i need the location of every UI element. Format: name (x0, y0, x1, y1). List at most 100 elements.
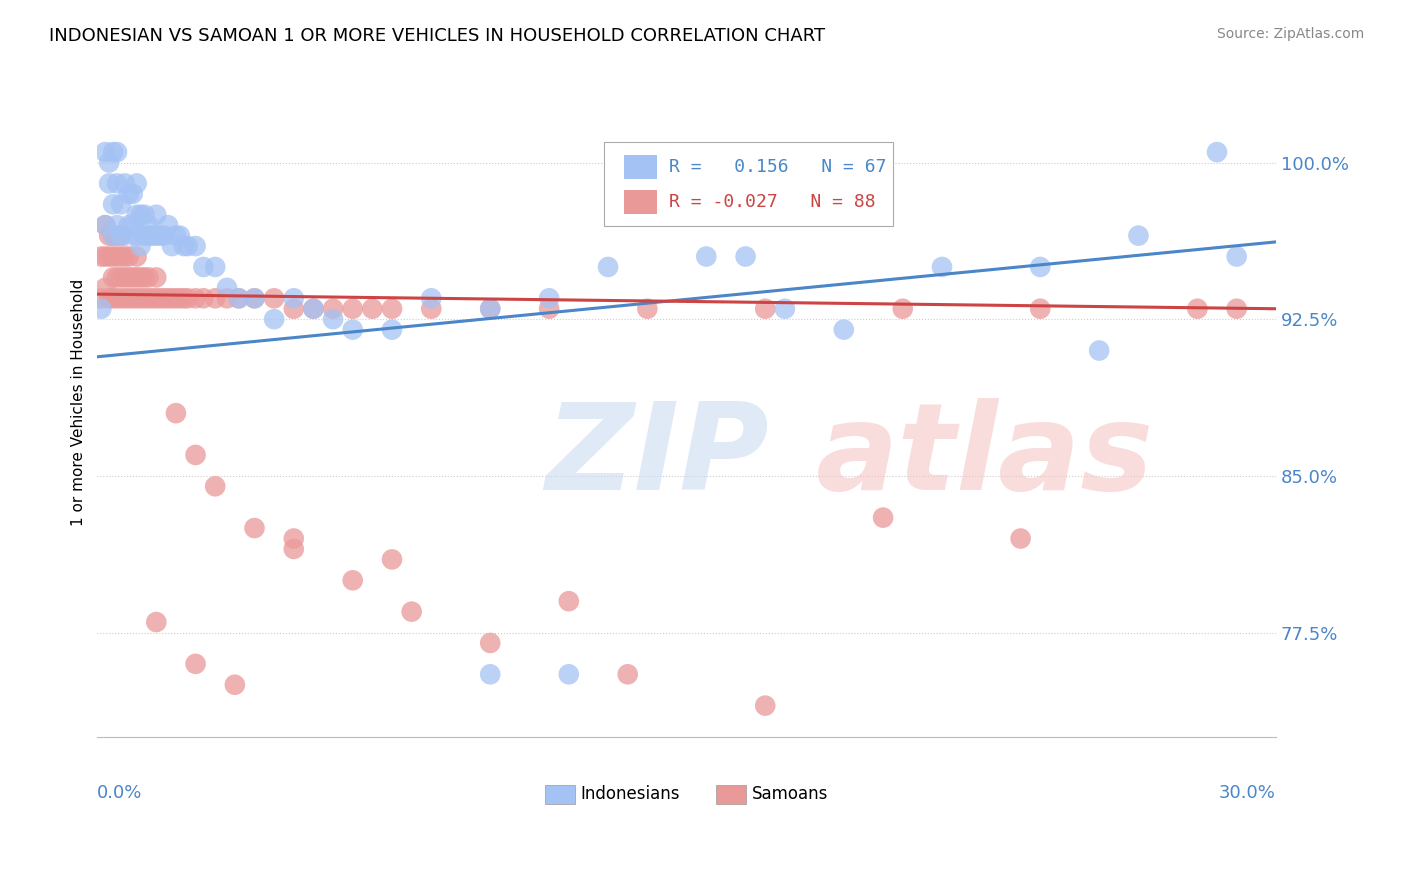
Point (145, 615, 167, 629)
Point (596, 260, 619, 274)
Point (1088, 343, 1111, 358)
Point (322, 301, 344, 316)
Point (153, 291, 176, 305)
Point (1029, 301, 1052, 316)
Point (121, 218, 143, 232)
Point (204, 291, 226, 305)
Point (121, 291, 143, 305)
Point (98, 250, 121, 264)
Point (138, 291, 160, 305)
Point (114, 291, 136, 305)
Text: R =   0.156   N = 67: R = 0.156 N = 67 (669, 158, 886, 176)
Point (228, 291, 250, 305)
Point (125, 270, 148, 285)
Point (121, 186, 143, 201)
Point (169, 291, 191, 305)
Point (149, 291, 172, 305)
Point (105, 270, 128, 285)
Point (381, 301, 404, 316)
Point (479, 301, 502, 316)
Point (157, 218, 180, 232)
Point (134, 270, 156, 285)
Point (134, 228, 156, 243)
Point (105, 218, 128, 232)
Point (145, 270, 167, 285)
Point (114, 177, 136, 191)
Point (872, 510, 894, 524)
Text: Samoans: Samoans (751, 785, 828, 803)
Point (401, 605, 423, 619)
Point (283, 541, 305, 556)
Text: 0.0%: 0.0% (97, 784, 143, 802)
Point (129, 270, 152, 285)
Point (134, 208, 156, 222)
Point (90, 250, 112, 264)
Point (302, 301, 325, 316)
Point (125, 208, 148, 222)
Point (479, 301, 502, 316)
Point (110, 228, 132, 243)
Point (110, 291, 132, 305)
Point (283, 291, 305, 305)
Point (636, 301, 658, 316)
Point (94, 281, 117, 295)
Point (94, 250, 117, 264)
Point (125, 177, 148, 191)
Point (215, 291, 238, 305)
Point (114, 270, 136, 285)
Y-axis label: 1 or more Vehicles in Household: 1 or more Vehicles in Household (72, 279, 86, 526)
Point (110, 270, 132, 285)
Point (616, 667, 638, 681)
Point (121, 270, 143, 285)
Point (110, 250, 132, 264)
Text: 30.0%: 30.0% (1219, 784, 1277, 802)
Point (160, 239, 183, 253)
Point (184, 291, 207, 305)
Bar (624, 190, 657, 214)
Point (773, 301, 796, 316)
Point (98, 228, 121, 243)
Point (891, 301, 914, 316)
Point (342, 301, 364, 316)
Point (118, 250, 141, 264)
Point (98, 291, 121, 305)
Point (381, 323, 404, 337)
Point (138, 270, 160, 285)
Point (129, 291, 152, 305)
Point (98, 155, 121, 169)
Point (734, 250, 756, 264)
Point (105, 291, 128, 305)
Point (243, 521, 266, 535)
Point (157, 291, 180, 305)
Point (173, 239, 195, 253)
Point (101, 228, 124, 243)
Point (1010, 532, 1032, 546)
Point (118, 186, 141, 201)
Point (193, 260, 215, 274)
Point (558, 667, 581, 681)
Point (1226, 301, 1249, 316)
Point (101, 270, 124, 285)
Point (342, 574, 364, 588)
Point (204, 260, 226, 274)
Point (118, 270, 141, 285)
Point (105, 177, 128, 191)
Point (101, 145, 124, 159)
Point (101, 250, 124, 264)
Point (479, 667, 502, 681)
Point (302, 301, 325, 316)
Point (145, 228, 167, 243)
Point (420, 301, 443, 316)
Point (153, 228, 176, 243)
Point (263, 312, 285, 326)
Point (283, 532, 305, 546)
Point (558, 594, 581, 608)
Point (283, 301, 305, 316)
Bar (716, 785, 745, 804)
Text: R = -0.027   N = 88: R = -0.027 N = 88 (669, 193, 876, 211)
Point (145, 208, 167, 222)
Bar (546, 785, 575, 804)
Point (204, 479, 226, 493)
Point (110, 228, 132, 243)
Text: Indonesians: Indonesians (581, 785, 681, 803)
